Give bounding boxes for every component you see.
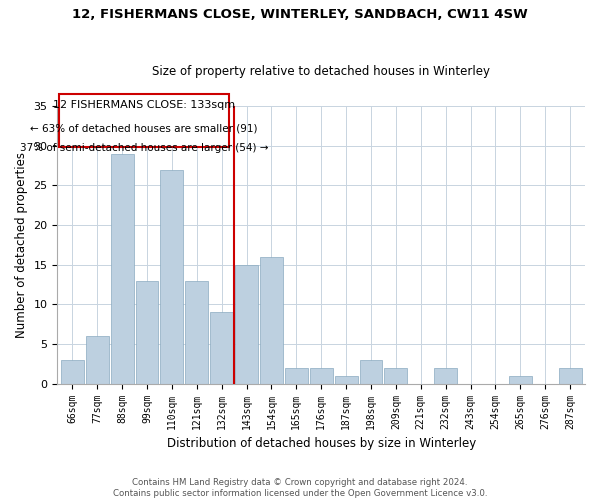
Bar	[335, 376, 358, 384]
Bar	[210, 312, 233, 384]
Bar	[86, 336, 109, 384]
Title: Size of property relative to detached houses in Winterley: Size of property relative to detached ho…	[152, 66, 490, 78]
X-axis label: Distribution of detached houses by size in Winterley: Distribution of detached houses by size …	[167, 437, 476, 450]
Bar	[559, 368, 581, 384]
Text: 12 FISHERMANS CLOSE: 133sqm: 12 FISHERMANS CLOSE: 133sqm	[53, 100, 235, 110]
Bar	[260, 257, 283, 384]
Bar	[385, 368, 407, 384]
Text: 37% of semi-detached houses are larger (54) →: 37% of semi-detached houses are larger (…	[20, 142, 268, 152]
Bar	[160, 170, 184, 384]
Bar	[235, 264, 258, 384]
Bar	[359, 360, 382, 384]
Bar	[185, 280, 208, 384]
Y-axis label: Number of detached properties: Number of detached properties	[15, 152, 28, 338]
Text: ← 63% of detached houses are smaller (91): ← 63% of detached houses are smaller (91…	[30, 124, 257, 134]
FancyBboxPatch shape	[59, 94, 229, 148]
Text: Contains HM Land Registry data © Crown copyright and database right 2024.
Contai: Contains HM Land Registry data © Crown c…	[113, 478, 487, 498]
Bar	[310, 368, 332, 384]
Bar	[136, 280, 158, 384]
Bar	[285, 368, 308, 384]
Bar	[509, 376, 532, 384]
Bar	[110, 154, 134, 384]
Bar	[434, 368, 457, 384]
Text: 12, FISHERMANS CLOSE, WINTERLEY, SANDBACH, CW11 4SW: 12, FISHERMANS CLOSE, WINTERLEY, SANDBAC…	[72, 8, 528, 20]
Bar	[61, 360, 84, 384]
